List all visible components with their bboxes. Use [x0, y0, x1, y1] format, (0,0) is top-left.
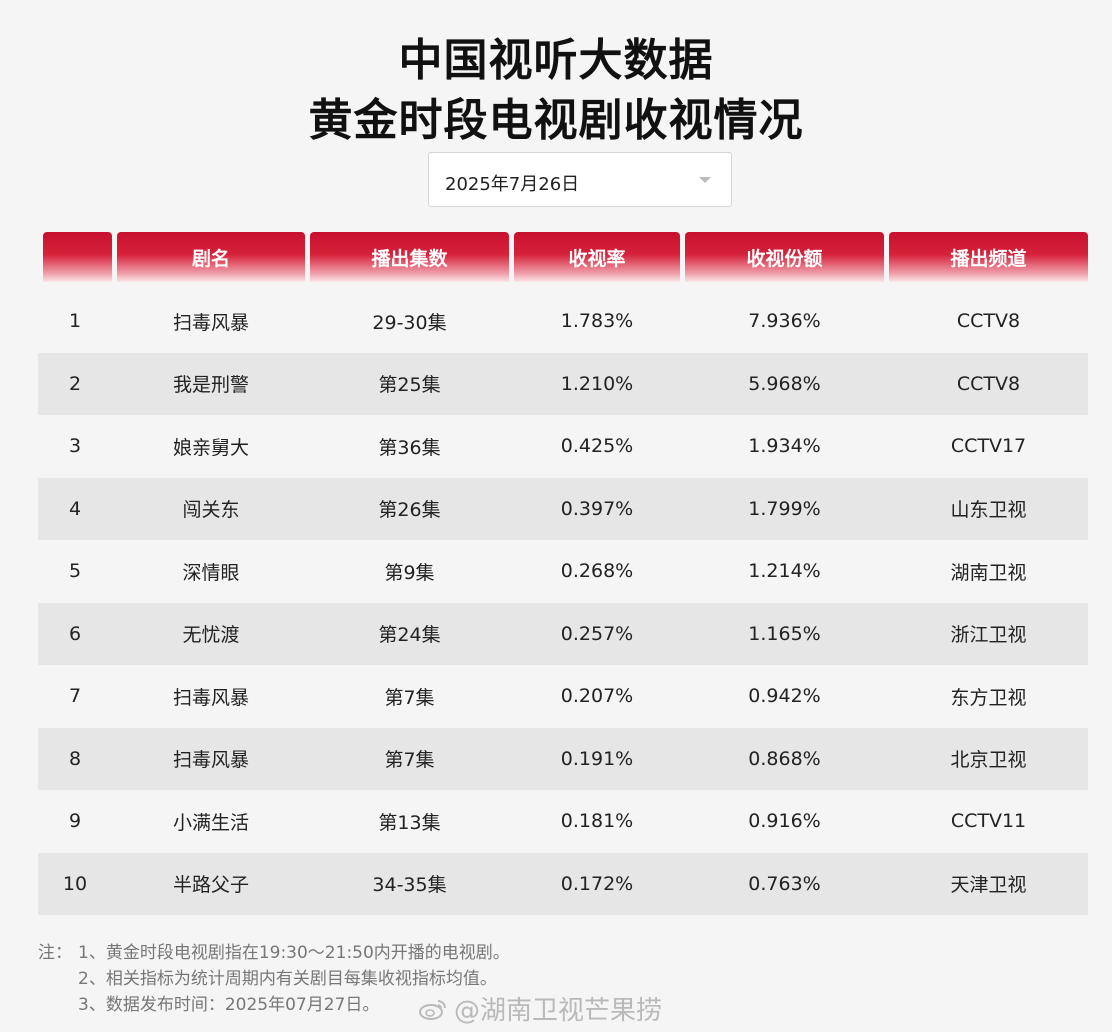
cell-episodes: 第9集: [384, 561, 435, 584]
cell-share: 7.936%: [748, 310, 821, 333]
cell-rank: 8: [68, 747, 82, 770]
cell-drama-name: 半路父子: [172, 874, 249, 897]
cell-share: 0.916%: [748, 810, 821, 833]
notes-prefix: 注：: [38, 943, 72, 963]
cell-rating: 0.257%: [560, 622, 634, 645]
cell-rating: 0.207%: [560, 685, 634, 708]
header-rating: 收视率: [514, 232, 680, 282]
cell-share: 1.214%: [748, 560, 821, 583]
cell-rank: 1: [68, 310, 82, 333]
table-row: 8 扫毒风暴 第7集 0.191% 0.868% 北京卫视: [38, 727, 1088, 790]
cell-share: 1.934%: [748, 435, 821, 458]
cell-channel: CCTV11: [950, 810, 1027, 833]
header-channel: 播出频道: [889, 232, 1088, 282]
note-line: 3、数据发布时间：2025年07月27日。: [78, 995, 380, 1015]
page-subtitle: 黄金时段电视剧收视情况: [308, 95, 804, 146]
cell-rating: 0.397%: [560, 497, 634, 520]
cell-drama-name: 深情眼: [182, 561, 240, 584]
cell-drama-name: 小满生活: [172, 811, 249, 834]
cell-channel: 东方卫视: [950, 686, 1027, 709]
ratings-table: 1 扫毒风暴 29-30集 1.783% 7.936% CCTV8 2 我是刑警 第25集 1.2…: [38, 290, 1088, 915]
cell-share: 1.165%: [748, 622, 821, 645]
cell-rating: 0.181%: [560, 810, 634, 833]
cell-episodes: 第26集: [378, 499, 441, 522]
table-row: 4 闯关东 第26集 0.397% 1.799% 山东卫视: [38, 477, 1088, 540]
cell-share: 5.968%: [748, 372, 821, 395]
header-share: 收视份额: [685, 232, 884, 282]
date-select[interactable]: 2025年7月26日: [428, 152, 732, 207]
page-title: 中国视听大数据: [398, 35, 714, 86]
cell-channel: 天津卫视: [950, 874, 1027, 897]
cell-share: 1.799%: [748, 497, 821, 520]
cell-rating: 0.172%: [560, 872, 634, 895]
cell-rank: 3: [68, 435, 82, 458]
cell-rank: 10: [62, 872, 88, 895]
cell-rank: 9: [68, 810, 82, 833]
cell-rank: 6: [68, 622, 82, 645]
notes: 注： 1、黄金时段电视剧指在19:30～21:50内开播的电视剧。 2、相关指标为…: [38, 940, 510, 1018]
cell-episodes: 第7集: [384, 686, 435, 709]
cell-episodes: 29-30集: [372, 311, 447, 334]
cell-episodes: 第25集: [378, 374, 441, 397]
cell-episodes: 34-35集: [372, 874, 447, 897]
cell-channel: CCTV8: [956, 310, 1021, 333]
cell-drama-name: 扫毒风暴: [172, 311, 249, 334]
cell-drama-name: 无忧渡: [182, 624, 240, 647]
header-rank: [43, 232, 112, 282]
weibo-icon: [419, 999, 446, 1020]
date-select-value: 2025年7月26日: [445, 174, 580, 195]
cell-channel: 浙江卫视: [950, 624, 1027, 647]
table-row: 3 娘亲舅大 第36集 0.425% 1.934% CCTV17: [38, 415, 1088, 478]
cell-drama-name: 闯关东: [182, 499, 240, 522]
cell-rating: 1.210%: [560, 372, 634, 395]
cell-rank: 7: [68, 685, 82, 708]
cell-share: 0.868%: [748, 747, 821, 770]
table-row: 7 扫毒风暴 第7集 0.207% 0.942% 东方卫视: [38, 665, 1088, 728]
cell-rating: 0.425%: [560, 435, 634, 458]
table-row: 5 深情眼 第9集 0.268% 1.214% 湖南卫视: [38, 540, 1088, 603]
watermark: @湖南卫视芒果捞: [418, 990, 662, 1027]
cell-episodes: 第36集: [378, 436, 441, 459]
table-row: 2 我是刑警 第25集 1.210% 5.968% CCTV8: [38, 352, 1088, 415]
cell-share: 0.763%: [748, 872, 821, 895]
cell-drama-name: 扫毒风暴: [172, 749, 249, 772]
cell-drama-name: 娘亲舅大: [172, 436, 249, 459]
cell-channel: 山东卫视: [950, 499, 1027, 522]
header-episodes: 播出集数: [310, 232, 509, 282]
cell-episodes: 第13集: [378, 811, 441, 834]
cell-episodes: 第7集: [384, 749, 435, 772]
cell-channel: 湖南卫视: [950, 561, 1027, 584]
chevron-down-icon: [699, 177, 711, 183]
cell-drama-name: 我是刑警: [172, 374, 249, 397]
table-row: 10 半路父子 34-35集 0.172% 0.763% 天津卫视: [38, 852, 1088, 915]
table-row: 6 无忧渡 第24集 0.257% 1.165% 浙江卫视: [38, 602, 1088, 665]
table-row: 1 扫毒风暴 29-30集 1.783% 7.936% CCTV8: [38, 290, 1088, 353]
note-line: 2、相关指标为统计周期内有关剧目每集收视指标均值。: [78, 969, 497, 989]
header-drama-name: 剧名: [117, 232, 305, 282]
note-line: 1、黄金时段电视剧指在19:30～21:50内开播的电视剧。: [78, 943, 510, 963]
cell-channel: CCTV8: [956, 372, 1021, 395]
cell-channel: CCTV17: [950, 435, 1027, 458]
cell-rank: 5: [68, 560, 82, 583]
cell-rating: 1.783%: [560, 310, 634, 333]
cell-drama-name: 扫毒风暴: [172, 686, 249, 709]
cell-rank: 2: [68, 372, 82, 395]
cell-share: 0.942%: [748, 685, 821, 708]
cell-rating: 0.191%: [560, 747, 634, 770]
cell-rank: 4: [68, 497, 82, 520]
cell-channel: 北京卫视: [950, 749, 1027, 772]
watermark-text: @湖南卫视芒果捞: [454, 996, 663, 1026]
cell-episodes: 第24集: [378, 624, 441, 647]
cell-rating: 0.268%: [560, 560, 634, 583]
table-row: 9 小满生活 第13集 0.181% 0.916% CCTV11: [38, 790, 1088, 853]
